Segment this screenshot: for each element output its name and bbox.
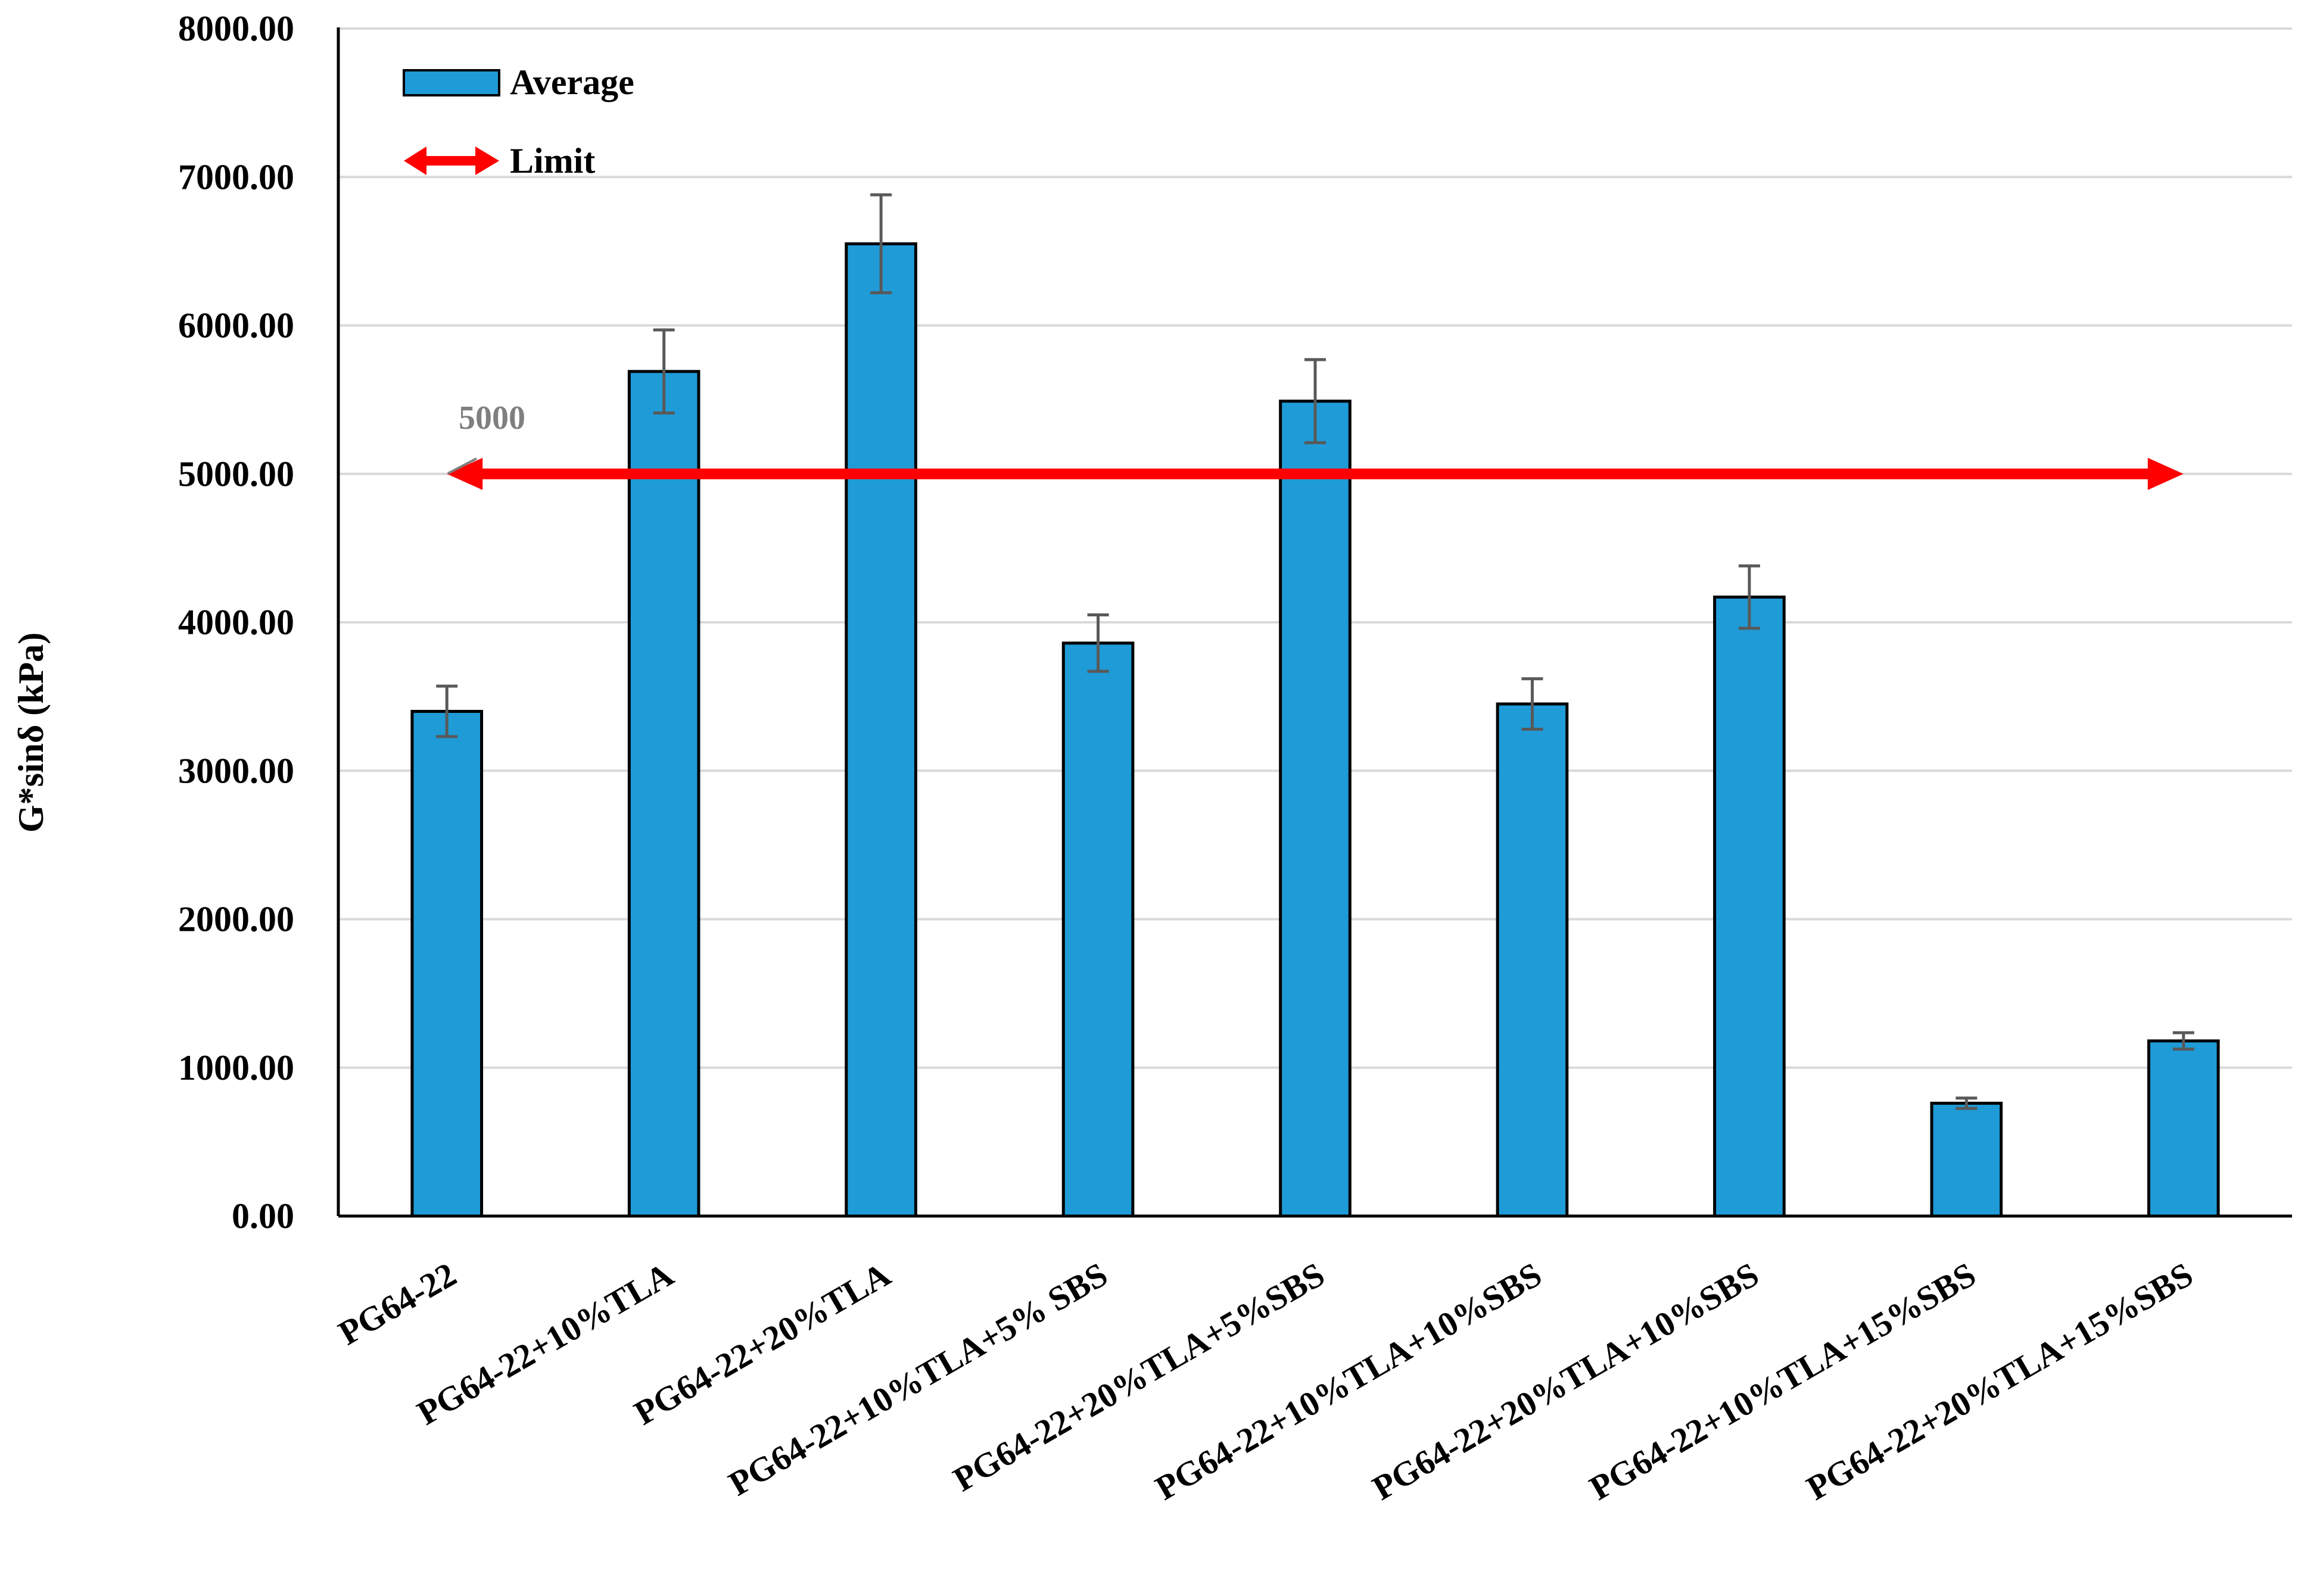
error-bar — [870, 193, 892, 295]
y-tick-label: 0.00 — [232, 1196, 294, 1236]
limit-arrowhead-left — [447, 457, 483, 490]
y-axis-title: G*sinδ (kPa) — [11, 632, 51, 833]
x-tick-label: PG64-22+10%TLA+15%SBS — [1583, 1255, 1982, 1508]
limit-annotation-leader — [447, 457, 477, 475]
x-tick-label: PG64-22+10%TLA+5% SBS — [722, 1255, 1114, 1503]
axes — [337, 27, 2292, 1218]
legend-swatch-limit — [404, 146, 499, 175]
y-tick-label: 1000.00 — [178, 1048, 294, 1087]
bar — [2147, 1039, 2220, 1218]
error-bar — [1956, 1096, 1978, 1110]
y-tick-labels: 0.00 1000.00 2000.00 3000.00 4000.00 5000.00 6… — [178, 9, 294, 1236]
y-tick-label: 4000.00 — [178, 603, 294, 642]
error-bar — [1304, 358, 1326, 444]
x-tick-label: PG64-22+20%TLA+5%SBS — [946, 1255, 1331, 1499]
x-tick-labels: PG64-22PG64-22+10%TLAPG64-22+20%TLAPG64-… — [332, 1255, 2199, 1508]
error-bar — [436, 684, 458, 738]
error-bar — [2172, 1031, 2194, 1051]
bar — [1930, 1102, 2003, 1218]
error-bar — [1521, 677, 1543, 731]
y-tick-label: 6000.00 — [178, 306, 294, 345]
error-bar — [1087, 613, 1109, 673]
limit-arrowhead-right — [2147, 457, 2184, 490]
error-bar — [1738, 564, 1760, 630]
legend-label-average: Average — [510, 63, 634, 102]
bar — [1061, 641, 1135, 1218]
x-tick-label: PG64-22 — [332, 1255, 462, 1352]
limit-line — [447, 457, 2184, 490]
legend: Average Limit — [403, 63, 634, 180]
x-tick-label: PG64-22+10%TLA+10%SBS — [1149, 1255, 1548, 1508]
error-bars — [436, 193, 2194, 1110]
bar — [1279, 400, 1352, 1218]
y-tick-label: 3000.00 — [178, 751, 294, 790]
y-tick-label: 2000.00 — [178, 900, 294, 939]
y-tick-label: 5000.00 — [178, 454, 294, 494]
bar — [1496, 702, 1569, 1218]
bar — [627, 370, 700, 1218]
y-tick-label: 8000.00 — [178, 9, 294, 48]
limit-value-annotation: 5000 — [459, 400, 525, 437]
error-bar — [653, 328, 675, 415]
x-tick-label: PG64-22+20%TLA+10%SBS — [1366, 1255, 1765, 1508]
bar-series-average — [410, 242, 2220, 1218]
y-tick-label: 7000.00 — [178, 157, 294, 197]
bar — [410, 710, 484, 1218]
legend-swatch-average — [403, 69, 500, 96]
bar — [1713, 596, 1786, 1218]
bar — [845, 242, 917, 1218]
legend-label-limit: Limit — [510, 141, 595, 180]
x-tick-label: PG64-22+20%TLA+15%SBS — [1800, 1255, 2199, 1508]
